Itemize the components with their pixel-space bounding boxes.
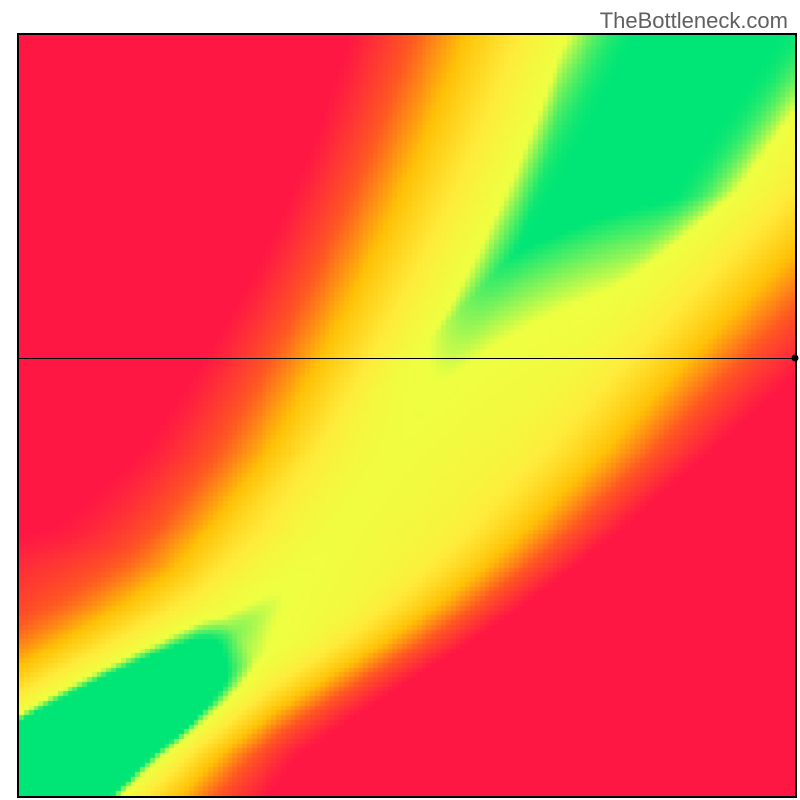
crosshair-dot [792, 355, 799, 362]
watermark-label: TheBottleneck.com [600, 8, 788, 34]
plot-area [17, 33, 797, 798]
heatmap-canvas [19, 35, 795, 796]
crosshair-horizontal [19, 358, 795, 359]
chart-container: TheBottleneck.com [0, 0, 800, 800]
